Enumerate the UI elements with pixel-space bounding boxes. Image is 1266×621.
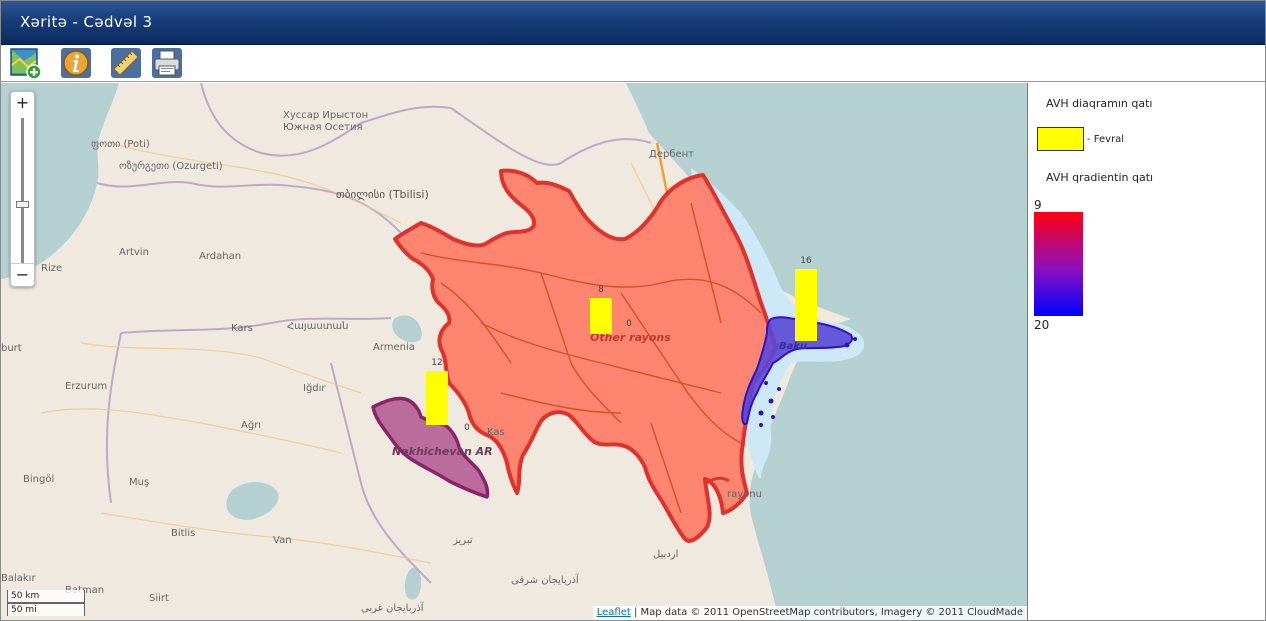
window-title: Xəritə - Cədvəl 3 xyxy=(20,13,153,31)
map-attribution: Leaflet | Map data © 2011 OpenStreetMap … xyxy=(592,606,1027,620)
gradient-legend-bar xyxy=(1034,212,1083,316)
scale-mi: 50 mi xyxy=(7,603,85,616)
place-label-derbent: Дербент xyxy=(649,149,694,160)
map-view[interactable]: თბილისი (Tbilisi) ფოთი (Poti) ოზურგეთი (… xyxy=(1,83,1027,621)
place-label-armenia-hy: Հայաստան xyxy=(287,321,349,332)
bar-3[interactable] xyxy=(795,269,817,341)
place-label-kars: Kars xyxy=(231,323,253,334)
add-layer-button[interactable] xyxy=(10,47,42,80)
place-label-tabriz: تبریز xyxy=(452,535,473,546)
place-label-ardahan: Ardahan xyxy=(199,251,241,262)
bar-value-label-3: 16 xyxy=(800,256,812,266)
roads xyxy=(40,142,662,564)
region-label-baku: Baku xyxy=(779,341,807,352)
place-label-kas: Kas xyxy=(487,427,505,438)
print-button[interactable] xyxy=(151,47,183,79)
place-label-south-ossetia2: Южная Осетия xyxy=(283,122,363,133)
region-nakhichevan xyxy=(371,396,490,499)
scale-km: 50 km xyxy=(7,590,85,603)
info-icon xyxy=(61,48,91,78)
place-label-azerbaijan-fa: آذربایجان شرقی xyxy=(511,573,580,586)
toolbar xyxy=(1,45,1265,82)
south-detail xyxy=(706,476,730,485)
zoom-control: + − xyxy=(10,91,35,287)
place-label-ozurgeti: ოზურგეთი (Ozurgeti) xyxy=(119,160,223,172)
zoom-in-button[interactable]: + xyxy=(15,93,30,112)
bar-diagram-layer: 12 0 8 0 16 xyxy=(426,256,817,433)
region-label-nakhichevan: Nakhichevan AR xyxy=(392,445,493,458)
place-label-tbilisi: თბილისი (Tbilisi) xyxy=(336,188,429,201)
place-label-azerbaijan-fa2: آذربایجان غربی xyxy=(361,601,425,614)
info-button[interactable] xyxy=(60,47,92,79)
place-label-poti: ფოთი (Poti) xyxy=(91,139,150,150)
place-label-rayonu: rayonu xyxy=(727,489,762,500)
lake-van xyxy=(226,482,279,520)
scale-bar: 50 km 50 mi xyxy=(7,590,85,616)
leaflet-link[interactable]: Leaflet xyxy=(596,607,631,618)
gradient-min-label: 9 xyxy=(1034,198,1042,212)
diagram-legend-label: - Fevral xyxy=(1087,134,1125,145)
place-label-armenia: Armenia xyxy=(373,342,415,353)
bar-1[interactable] xyxy=(426,371,448,425)
zoom-slider-handle[interactable] xyxy=(16,201,29,208)
region-other-rayons xyxy=(393,168,779,543)
lake-sevan xyxy=(392,315,422,343)
bar-zero-label-1: 0 xyxy=(464,423,470,433)
zoom-slider-track[interactable] xyxy=(21,118,24,264)
gradient-max-label: 20 xyxy=(1034,318,1050,332)
bar-2[interactable] xyxy=(590,298,612,334)
diagram-legend-swatch xyxy=(1037,127,1084,151)
region-baku xyxy=(741,316,853,425)
printer-icon xyxy=(152,48,182,78)
place-label-artvin: Artvin xyxy=(119,247,149,258)
place-label-agri: Ağrı xyxy=(241,419,261,431)
place-label-van: Van xyxy=(273,535,292,546)
place-label-rize: Rize xyxy=(41,263,62,274)
place-label-igdir: Iğdır xyxy=(303,382,326,394)
measure-button[interactable] xyxy=(110,47,142,79)
place-label-ardabil: اردبیل xyxy=(653,549,678,560)
bar-value-label-2: 8 xyxy=(598,285,604,295)
legend-panel: AVH diaqramın qatı - Fevral AVH qradient… xyxy=(1027,83,1265,620)
place-label-siirt: Siirt xyxy=(149,593,169,604)
diagram-layer-title: AVH diaqramın qatı xyxy=(1046,97,1153,110)
place-labels: თბილისი (Tbilisi) ფოთი (Poti) ოზურგეთი (… xyxy=(1,110,762,614)
baku-coast-dots xyxy=(758,337,857,427)
map-add-icon xyxy=(10,48,42,80)
lake-urmia xyxy=(404,567,421,600)
bar-zero-label-2: 0 xyxy=(626,319,632,329)
zoom-out-button[interactable]: − xyxy=(11,263,34,285)
place-label-bayburt: burt xyxy=(1,343,22,354)
place-label-erzurum: Erzurum xyxy=(65,381,107,392)
ruler-icon xyxy=(111,48,141,78)
place-label-south-ossetia: Хуссар Ирыстон xyxy=(283,110,368,121)
gradient-layer-title: AVH qradientin qatı xyxy=(1046,171,1154,184)
place-label-mus: Muş xyxy=(129,477,149,488)
place-label-sabakir: Balakır xyxy=(1,573,36,584)
bar-value-label-1: 12 xyxy=(431,358,442,368)
region-label-other-rayons: Other rayons xyxy=(590,331,671,344)
title-bar: Xəritə - Cədvəl 3 xyxy=(1,1,1265,45)
place-label-bingol: Bingöl xyxy=(23,474,54,485)
internal-roads xyxy=(420,202,762,514)
attribution-text: | Map data © 2011 OpenStreetMap contribu… xyxy=(630,607,1023,618)
place-label-bitlis: Bitlis xyxy=(171,528,195,539)
map-canvas[interactable]: თბილისი (Tbilisi) ფოთი (Poti) ოზურგეთი (… xyxy=(1,83,1027,621)
